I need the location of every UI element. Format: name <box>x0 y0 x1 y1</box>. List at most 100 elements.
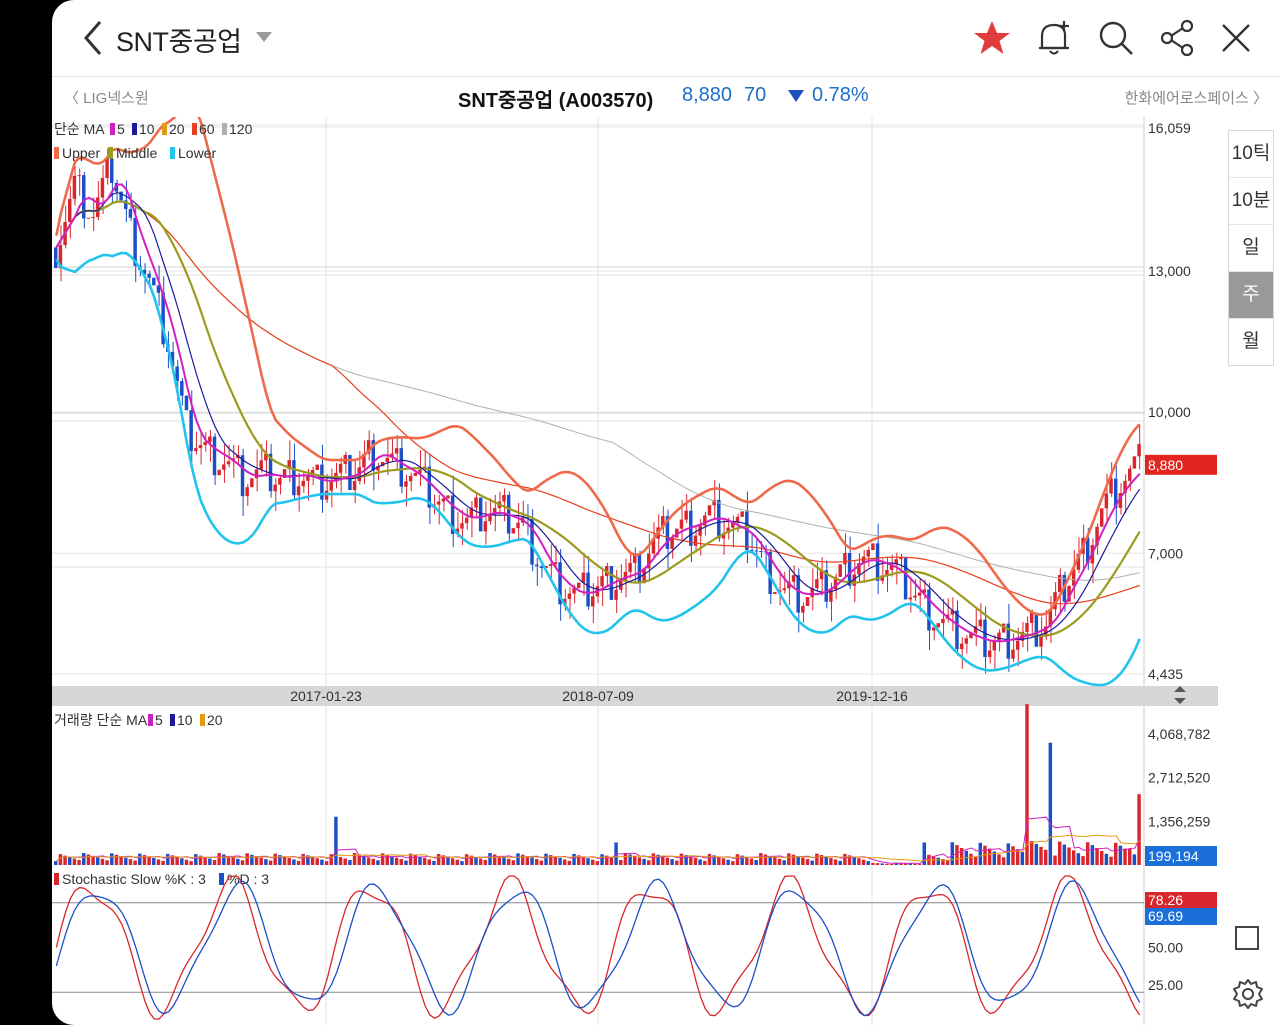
volume-bar <box>413 855 418 865</box>
volume-bar <box>1090 845 1095 865</box>
volume-bar <box>1095 848 1099 865</box>
prev-stock-link[interactable]: 〈 LIG넥스원 <box>64 90 149 107</box>
candle-body <box>175 366 179 382</box>
candle-body <box>152 277 156 286</box>
volume-bar <box>1099 850 1104 865</box>
volume-ma20-line <box>56 834 1140 862</box>
volume-bar <box>656 854 660 865</box>
volume-bar <box>152 857 156 865</box>
period-month[interactable]: 월 <box>1242 331 1260 352</box>
volume-bar <box>847 855 852 865</box>
dropdown-icon[interactable] <box>256 32 272 42</box>
volume-legend-label: 거래량 단순 MA <box>54 712 148 728</box>
candle-body <box>273 484 277 492</box>
volume-bar <box>390 856 394 865</box>
candle-body <box>194 448 198 452</box>
volume-bar <box>259 857 263 865</box>
volume-bar <box>992 851 997 865</box>
candle-body <box>404 481 408 487</box>
legend-swatch <box>148 714 153 726</box>
period-week[interactable]: 주 <box>1229 272 1273 319</box>
volume-bar <box>576 855 581 865</box>
volume-bar <box>502 857 506 865</box>
fullscreen-icon[interactable] <box>1235 926 1259 950</box>
volume-bar <box>301 853 305 865</box>
close-icon[interactable] <box>1216 18 1256 58</box>
search-icon[interactable] <box>1096 18 1136 58</box>
volume-bar <box>693 857 698 865</box>
volume-bar <box>222 854 226 865</box>
candle-body <box>362 453 366 468</box>
volume-bar <box>609 857 614 865</box>
volume-bar <box>268 860 273 865</box>
volume-bar <box>203 857 207 865</box>
next-stock-link[interactable]: 한화에어로스페이스 〉 <box>1124 90 1268 107</box>
price-tag <box>1145 454 1217 475</box>
volume-bar <box>506 858 511 865</box>
candle-body <box>899 557 903 560</box>
candle-body <box>516 522 520 529</box>
volume-bar <box>348 859 352 865</box>
volume-bar <box>511 860 516 865</box>
volume-bar <box>250 854 254 865</box>
candle-body <box>726 527 730 534</box>
volume-bar <box>133 860 137 865</box>
period-day[interactable]: 일 <box>1229 225 1273 272</box>
volume-bar <box>530 857 534 865</box>
back-icon[interactable] <box>78 18 112 58</box>
candle-body <box>376 466 380 471</box>
page-title[interactable]: SNT중공업 <box>116 27 242 57</box>
date-tick-label: 2018-07-09 <box>562 688 634 704</box>
volume-bar <box>324 861 329 865</box>
candle-body <box>1015 640 1020 650</box>
volume-bar <box>436 853 441 865</box>
candle-body <box>642 568 646 584</box>
candle-body <box>964 638 969 644</box>
volume-bar <box>712 855 716 865</box>
candle-body <box>91 217 95 219</box>
volume-bar <box>240 860 245 865</box>
candle-body <box>586 572 590 607</box>
volume-bar <box>1071 850 1076 865</box>
volume-bar <box>665 857 670 865</box>
candle-body <box>474 497 478 508</box>
volume-bar <box>474 857 478 865</box>
volume-bar <box>226 855 231 865</box>
candle-body <box>987 650 992 658</box>
candle-body <box>791 575 796 582</box>
candle-body <box>572 588 576 594</box>
volume-bar <box>380 853 385 865</box>
candle-body <box>371 440 375 471</box>
candle-body <box>296 486 301 496</box>
volume-bar <box>357 854 361 865</box>
share-icon[interactable] <box>1158 18 1198 58</box>
alarm-add-icon[interactable] <box>1034 18 1074 58</box>
gear-icon[interactable] <box>1232 978 1264 1010</box>
candle-body <box>250 478 254 488</box>
period-10min[interactable]: 10분 <box>1229 178 1273 225</box>
bb-lower-line <box>55 251 1141 687</box>
volume-bar <box>773 857 777 865</box>
bb-legend-item: Middle <box>116 145 157 161</box>
volume-bar <box>950 842 955 865</box>
volume-bar <box>236 858 240 865</box>
candle-body <box>1076 553 1081 570</box>
legend-swatch <box>54 873 59 885</box>
candle-body <box>287 460 291 470</box>
volume-bar <box>315 858 319 865</box>
star-icon[interactable] <box>972 18 1012 58</box>
volume-bar <box>1067 847 1071 865</box>
candle-body <box>156 285 161 293</box>
candle-body <box>180 381 184 396</box>
volume-bar <box>838 860 842 865</box>
volume-bar <box>801 857 805 865</box>
period-10tick[interactable]: 10틱 <box>1229 131 1273 178</box>
stock-chart[interactable]: 2017-01-23 2018-07-09 2019-12-16 16,059 13,0… <box>52 117 1218 1025</box>
candle-body <box>240 455 245 497</box>
candle-body <box>1085 537 1090 564</box>
bb-upper-line <box>55 117 1141 616</box>
volume-bar <box>175 856 179 865</box>
candle-body <box>282 469 287 479</box>
candle-body <box>787 581 791 589</box>
candle-body <box>931 627 936 631</box>
